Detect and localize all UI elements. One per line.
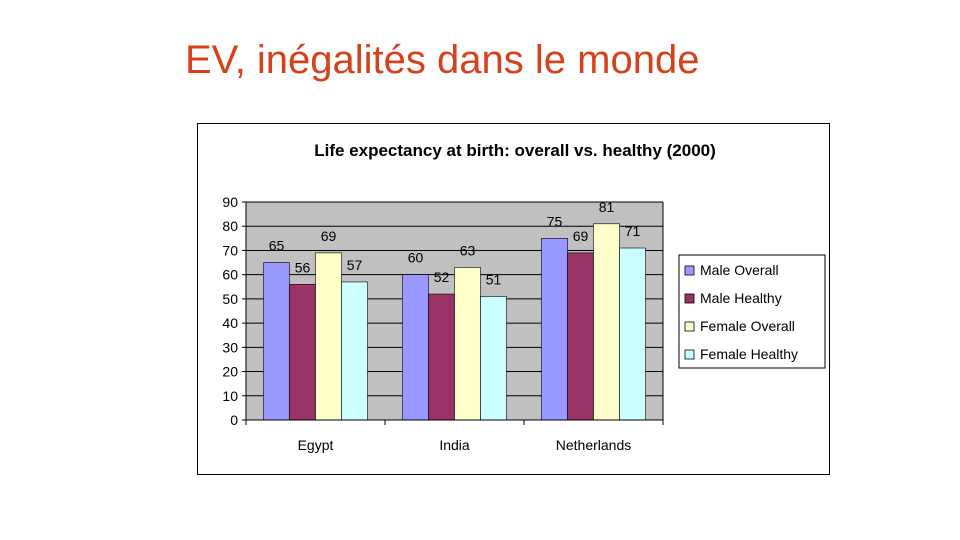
bar xyxy=(263,262,290,421)
data-label: 52 xyxy=(434,269,450,285)
bar xyxy=(428,293,455,421)
category-label: Egypt xyxy=(298,437,334,453)
data-label: 56 xyxy=(295,259,311,275)
legend-swatch xyxy=(684,265,695,276)
legend-box xyxy=(678,254,826,369)
legend-label: Male Healthy xyxy=(700,290,782,306)
bar xyxy=(341,281,368,421)
data-label: 81 xyxy=(599,199,615,215)
data-label: 75 xyxy=(547,213,563,229)
legend: Male Overall Male Healthy Female Overall Fe… xyxy=(678,254,826,369)
legend-swatch xyxy=(684,293,695,304)
y-tick-label: 50 xyxy=(222,291,238,307)
category-label: Netherlands xyxy=(556,437,632,453)
bar xyxy=(541,238,568,421)
plot-area: 0 10 20 30 40 50 60 70 80 90 65 56 69 57 Egypt 60 52 63 51… xyxy=(222,194,664,453)
data-label: 57 xyxy=(347,257,363,273)
legend-swatch xyxy=(684,321,695,332)
data-label: 51 xyxy=(486,271,502,287)
y-tick-label: 20 xyxy=(222,364,238,380)
legend-label: Female Overall xyxy=(700,318,795,334)
data-label: 63 xyxy=(460,242,476,258)
legend-label: Male Overall xyxy=(700,262,779,278)
bar xyxy=(593,223,620,421)
chart-title: Life expectancy at birth: overall vs. he… xyxy=(314,141,716,160)
y-tick-label: 80 xyxy=(222,218,238,234)
data-label: 65 xyxy=(269,238,285,254)
data-label: 71 xyxy=(625,223,641,239)
bar xyxy=(567,252,594,421)
bar xyxy=(315,252,342,421)
bar xyxy=(289,284,316,421)
bar xyxy=(480,296,507,421)
y-tick-label: 40 xyxy=(222,315,238,331)
category-label: India xyxy=(439,437,470,453)
chart-frame: Life expectancy at birth: overall vs. he… xyxy=(197,123,830,475)
data-label: 69 xyxy=(321,228,337,244)
data-label: 69 xyxy=(573,228,589,244)
chart-svg: Life expectancy at birth: overall vs. he… xyxy=(222,141,826,453)
slide-title: EV, inégalités dans le monde xyxy=(185,38,700,82)
legend-swatch xyxy=(684,349,695,360)
data-label: 60 xyxy=(408,250,424,266)
legend-label: Female Healthy xyxy=(700,346,798,362)
y-tick-label: 60 xyxy=(222,267,238,283)
bar xyxy=(619,247,646,421)
y-tick-label: 70 xyxy=(222,242,238,258)
y-tick-label: 90 xyxy=(222,194,238,210)
bar xyxy=(454,267,481,421)
y-tick-label: 10 xyxy=(222,388,238,404)
bar xyxy=(402,274,429,421)
y-tick-label: 0 xyxy=(230,412,238,428)
y-tick-label: 30 xyxy=(222,339,238,355)
